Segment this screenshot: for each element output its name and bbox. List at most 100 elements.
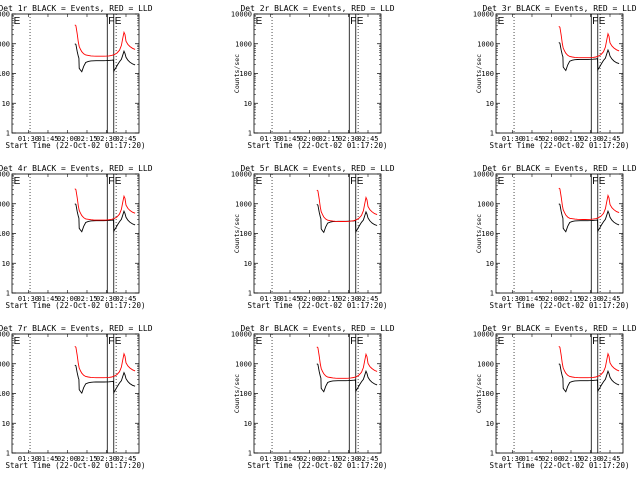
event-flag-label: F	[592, 336, 598, 347]
y-axis-label: Counts/sec	[475, 374, 483, 413]
y-tick-label: 1	[248, 290, 252, 298]
x-tick-label: 02:15	[318, 135, 339, 143]
x-tick-label: 02:15	[560, 295, 581, 303]
lld-series-line	[316, 189, 378, 222]
y-tick-label: 1000	[235, 360, 252, 368]
panel-title: Det 3r BLACK = Events, RED = LLD	[482, 4, 636, 13]
y-tick-label: 1000	[477, 200, 494, 208]
plot-frame	[495, 173, 624, 294]
x-axis-label: Start Time (22-Oct-02 01:17:20)	[248, 461, 388, 470]
x-tick-label: 02:45	[599, 455, 620, 463]
y-tick-label: 1000	[0, 40, 10, 48]
event-flag-label: F	[108, 336, 114, 347]
event-flag-label: E	[599, 336, 606, 347]
y-axis-label: Counts/sec	[475, 214, 483, 253]
y-tick-label: 1	[6, 450, 10, 458]
event-flag-label: F	[350, 336, 356, 347]
x-tick-label: 01:30	[18, 455, 39, 463]
event-flag-label: E	[256, 16, 263, 27]
x-tick-label: 01:30	[260, 295, 281, 303]
x-tick-label: 02:45	[115, 455, 136, 463]
y-tick-label: 100	[0, 230, 10, 238]
x-tick-label: 02:00	[299, 455, 320, 463]
x-tick-label: 02:45	[357, 295, 378, 303]
y-tick-label: 1	[248, 130, 252, 138]
x-tick-label: 02:15	[76, 455, 97, 463]
y-tick-label: 1000	[477, 40, 494, 48]
lld-series-line	[74, 188, 136, 221]
y-tick-label: 10000	[0, 11, 10, 19]
x-tick-label: 01:30	[502, 135, 523, 143]
y-tick-label: 10	[244, 260, 252, 268]
y-axis-label: Counts/sec	[233, 214, 241, 253]
event-flag-label: E	[357, 176, 364, 187]
y-tick-label: 1	[490, 130, 494, 138]
x-tick-label: 02:45	[115, 135, 136, 143]
x-tick-label: 02:00	[541, 135, 562, 143]
event-flag-label: E	[357, 336, 364, 347]
event-flag-label: E	[14, 176, 21, 187]
event-flag-label: E	[14, 16, 21, 27]
y-axis-label: Counts/sec	[233, 374, 241, 413]
x-tick-label: 01:30	[18, 135, 39, 143]
panel-title: Det 8r BLACK = Events, RED = LLD	[240, 324, 394, 333]
y-tick-label: 1000	[0, 200, 10, 208]
event-flag-label: E	[498, 336, 505, 347]
x-tick-label: 01:30	[260, 135, 281, 143]
x-axis-label: Start Time (22-Oct-02 01:17:20)	[490, 461, 630, 470]
y-tick-label: 1000	[0, 360, 10, 368]
x-tick-label: 02:15	[76, 295, 97, 303]
x-tick-label: 02:30	[338, 295, 359, 303]
event-flag-label: E	[498, 176, 505, 187]
x-tick-label: 02:30	[338, 455, 359, 463]
plot-frame	[253, 333, 382, 454]
event-flag-label: F	[592, 176, 598, 187]
x-tick-label: 02:15	[318, 455, 339, 463]
x-tick-label: 02:30	[96, 135, 117, 143]
x-tick-label: 02:30	[338, 135, 359, 143]
x-tick-label: 02:00	[541, 455, 562, 463]
x-tick-label: 01:45	[521, 295, 542, 303]
x-tick-label: 01:45	[37, 135, 58, 143]
y-tick-label: 100	[481, 230, 494, 238]
y-axis-label: Counts/sec	[475, 54, 483, 93]
event-flag-label: E	[498, 16, 505, 27]
y-tick-label: 10000	[473, 331, 494, 339]
x-tick-label: 02:15	[560, 135, 581, 143]
y-tick-label: 1	[490, 450, 494, 458]
x-tick-label: 01:45	[279, 135, 300, 143]
y-tick-label: 1000	[235, 200, 252, 208]
plot-frame	[495, 333, 624, 454]
events-series-line	[558, 42, 620, 72]
x-tick-label: 01:45	[521, 455, 542, 463]
x-tick-label: 02:45	[357, 135, 378, 143]
x-tick-label: 02:30	[580, 135, 601, 143]
x-axis-label: Start Time (22-Oct-02 01:17:20)	[6, 461, 146, 470]
y-tick-label: 10000	[473, 171, 494, 179]
events-series-line	[74, 364, 136, 395]
x-tick-label: 02:15	[560, 455, 581, 463]
panel-title: Det 9r BLACK = Events, RED = LLD	[482, 324, 636, 333]
x-tick-label: 01:30	[502, 295, 523, 303]
event-flag-label: E	[256, 176, 263, 187]
y-tick-label: 100	[481, 70, 494, 78]
x-tick-label: 02:00	[299, 135, 320, 143]
y-tick-label: 10	[244, 420, 252, 428]
y-tick-label: 10000	[473, 11, 494, 19]
y-tick-label: 10000	[231, 11, 252, 19]
y-tick-label: 10	[486, 100, 494, 108]
plot-frame	[11, 333, 140, 454]
event-flag-label: E	[115, 176, 122, 187]
x-axis-label: Start Time (22-Oct-02 01:17:20)	[490, 141, 630, 150]
y-tick-label: 1	[490, 290, 494, 298]
x-tick-label: 02:45	[115, 295, 136, 303]
y-tick-label: 1	[248, 450, 252, 458]
lld-series-line	[558, 26, 620, 59]
x-tick-label: 02:00	[541, 295, 562, 303]
x-tick-label: 02:45	[599, 295, 620, 303]
panel-title: Det 7r BLACK = Events, RED = LLD	[0, 324, 153, 333]
x-tick-label: 01:45	[37, 455, 58, 463]
x-tick-label: 01:30	[502, 455, 523, 463]
x-tick-label: 01:30	[260, 455, 281, 463]
